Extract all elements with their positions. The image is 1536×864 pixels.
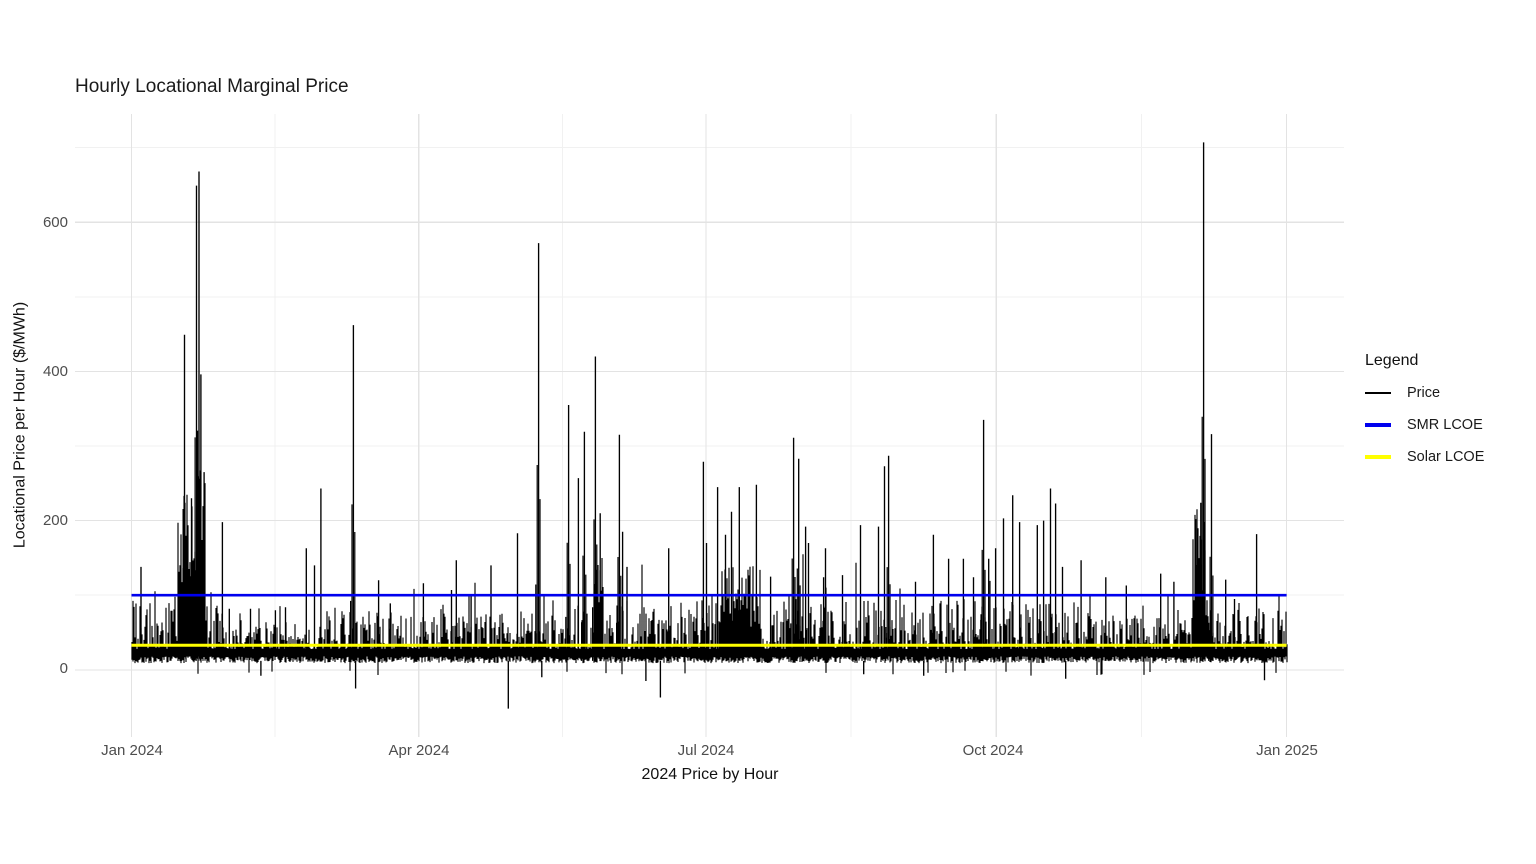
smr-lcoe-line-swatch-icon xyxy=(1365,423,1391,427)
price-line-swatch-icon xyxy=(1365,392,1391,394)
legend-label-smr-lcoe: SMR LCOE xyxy=(1407,417,1483,433)
x-tick-label-apr2024: Apr 2024 xyxy=(388,742,450,759)
legend-label-solar-lcoe: Solar LCOE xyxy=(1407,449,1485,465)
legend: Legend Price SMR LCOE Solar LCOE xyxy=(1365,352,1535,480)
x-tick-label-oct2024: Oct 2024 xyxy=(962,742,1024,759)
legend-item-price: Price xyxy=(1365,384,1535,402)
solar-lcoe-line-swatch-icon xyxy=(1365,455,1391,459)
legend-label-price: Price xyxy=(1407,385,1441,401)
plot-title: Hourly Locational Marginal Price xyxy=(75,76,349,97)
y-tick-label-600: 600 xyxy=(42,214,68,231)
x-axis-title: 2024 Price by Hour xyxy=(641,766,779,783)
x-tick-label-jan2025: Jan 2025 xyxy=(1256,742,1318,759)
x-tick-label-jul2024: Jul 2024 xyxy=(677,742,735,759)
x-tick-label-jan2024: Jan 2024 xyxy=(101,742,163,759)
y-tick-label-400: 400 xyxy=(42,363,68,380)
y-tick-label-0: 0 xyxy=(59,660,68,677)
legend-item-solar-lcoe: Solar LCOE xyxy=(1365,448,1535,466)
legend-title: Legend xyxy=(1365,352,1419,369)
y-tick-label-200: 200 xyxy=(42,512,68,529)
legend-item-smr-lcoe: SMR LCOE xyxy=(1365,416,1535,434)
